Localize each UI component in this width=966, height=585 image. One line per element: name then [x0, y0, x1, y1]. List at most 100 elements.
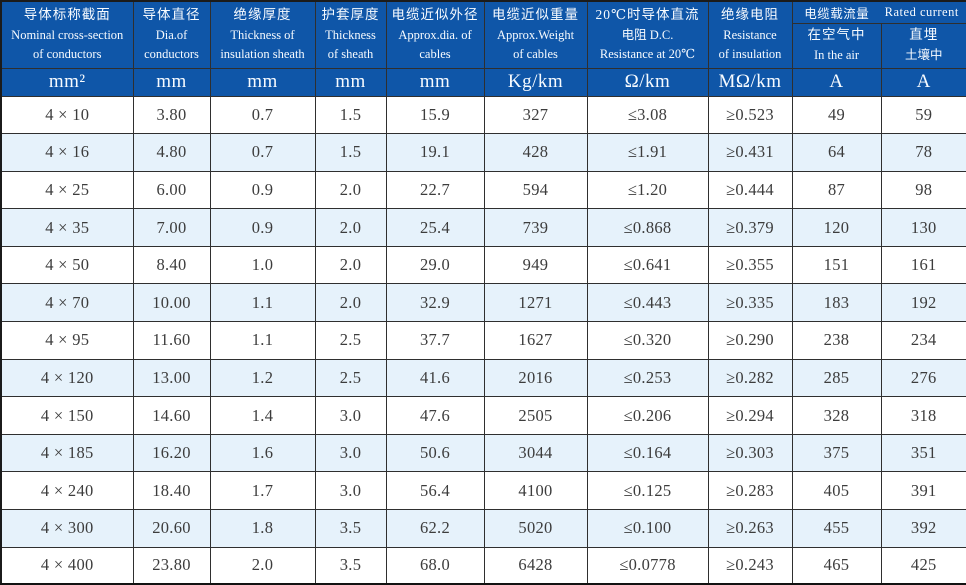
data-cell: 1.5	[314, 95, 387, 135]
data-cell: ≥0.243	[707, 546, 793, 585]
data-cell: 47.6	[385, 396, 485, 435]
data-cell: ≥0.290	[707, 321, 793, 360]
data-cell: 4 × 400	[0, 546, 134, 585]
unit-row: mm² mm mm mm mm Kg/km Ω/km MΩ/km A A	[0, 67, 966, 97]
unit-cell: MΩ/km	[707, 67, 793, 97]
header-line: 导体直径	[142, 6, 201, 22]
data-cell: 4 × 120	[0, 358, 134, 398]
data-cell: 14.60	[132, 396, 211, 435]
header-in-the-air: 在空气中 In the air	[791, 22, 882, 69]
table-row: 4 × 16 4.80 0.7 1.5 19.1 428 ≤1.91 ≥0.431 64 78	[0, 133, 966, 172]
header-line: 电缆近似重量	[492, 6, 579, 22]
data-cell: 4 × 16	[0, 133, 134, 172]
header-line: 绝缘厚度	[233, 6, 292, 22]
header-line: of insulation	[718, 47, 782, 62]
data-cell: 59	[880, 95, 966, 135]
data-cell: 25.4	[385, 208, 485, 247]
header-line: cables	[419, 47, 451, 62]
data-cell: 130	[880, 208, 966, 247]
data-cell: 4 × 50	[0, 245, 134, 285]
data-cell: ≤0.443	[586, 283, 709, 323]
unit-cell: mm	[209, 67, 316, 97]
data-cell: 739	[483, 208, 588, 247]
data-cell: 87	[791, 170, 882, 210]
data-cell: 2.0	[314, 208, 387, 247]
data-cell: ≥0.335	[707, 283, 793, 323]
data-cell: ≥0.303	[707, 433, 793, 473]
data-cell: 455	[791, 509, 882, 548]
data-cell: 4.80	[132, 133, 211, 172]
data-cell: 3.5	[314, 509, 387, 548]
data-cell: 41.6	[385, 358, 485, 398]
data-cell: 6.00	[132, 170, 211, 210]
column-header: 导体直径 Dia.of conductors	[132, 0, 211, 69]
data-cell: 19.1	[385, 133, 485, 172]
data-cell: 3.0	[314, 396, 387, 435]
data-cell: 7.00	[132, 208, 211, 247]
data-cell: 4 × 185	[0, 433, 134, 473]
header-line: In the air	[813, 48, 860, 63]
header-line: Thickness of	[230, 27, 295, 42]
data-cell: 4 × 95	[0, 321, 134, 360]
data-cell: 285	[791, 358, 882, 398]
unit-cell: Kg/km	[483, 67, 588, 97]
rated-current-group-header: 电缆载流量 Rated current	[791, 0, 966, 24]
data-cell: 5020	[483, 509, 588, 548]
header-line: 直埋	[909, 27, 939, 43]
header-line: 在空气中	[807, 27, 866, 43]
data-cell: 98	[880, 170, 966, 210]
data-cell: 161	[880, 245, 966, 285]
data-cell: 318	[880, 396, 966, 435]
table-row: 4 × 35 7.00 0.9 2.0 25.4 739 ≤0.868 ≥0.379 120 13…	[0, 208, 966, 247]
column-header: 电缆近似外径 Approx.dia. of cables	[385, 0, 485, 69]
data-cell: 2.0	[314, 283, 387, 323]
header-line: conductors	[144, 47, 199, 62]
data-cell: 6428	[483, 546, 588, 585]
header-buried-soil: 直埋 土壤中	[880, 22, 966, 69]
table-row: 4 × 400 23.80 2.0 3.5 68.0 6428 ≤0.0778 ≥0.243 4…	[0, 546, 966, 585]
header-line: Approx.dia. of	[398, 27, 472, 42]
data-cell: ≤1.91	[586, 133, 709, 172]
header-line: 20℃时导体直流	[595, 6, 700, 22]
header-line: Dia.of	[155, 27, 188, 42]
data-cell: 375	[791, 433, 882, 473]
data-cell: ≥0.283	[707, 471, 793, 511]
header-row: 导体标称截面 Nominal cross-section of conductors…	[0, 0, 966, 69]
data-cell: 3.0	[314, 433, 387, 473]
unit-cell: A	[880, 67, 966, 97]
data-cell: 20.60	[132, 509, 211, 548]
data-cell: ≥0.355	[707, 245, 793, 285]
unit-cell: mm	[314, 67, 387, 97]
data-cell: 1.1	[209, 321, 316, 360]
data-cell: 15.9	[385, 95, 485, 135]
table-row: 4 × 10 3.80 0.7 1.5 15.9 327 ≤3.08 ≥0.523 49 59	[0, 95, 966, 135]
data-cell: 151	[791, 245, 882, 285]
data-cell: 465	[791, 546, 882, 585]
data-cell: 56.4	[385, 471, 485, 511]
group-label-zh: 电缆载流量	[804, 6, 870, 21]
header-line: 绝缘电阻	[721, 6, 779, 22]
data-cell: 327	[483, 95, 588, 135]
unit-cell: mm	[132, 67, 211, 97]
data-cell: 2016	[483, 358, 588, 398]
data-cell: 64	[791, 133, 882, 172]
data-cell: 192	[880, 283, 966, 323]
data-cell: 2.5	[314, 358, 387, 398]
data-cell: 0.9	[209, 170, 316, 210]
data-cell: 2.5	[314, 321, 387, 360]
header-line: Thickness	[325, 27, 376, 42]
data-cell: 428	[483, 133, 588, 172]
data-cell: 391	[880, 471, 966, 511]
data-cell: ≤0.253	[586, 358, 709, 398]
data-cell: 392	[880, 509, 966, 548]
data-cell: 1627	[483, 321, 588, 360]
table-row: 4 × 300 20.60 1.8 3.5 62.2 5020 ≤0.100 ≥0.263 45…	[0, 509, 966, 548]
data-cell: 1.5	[314, 133, 387, 172]
data-cell: 11.60	[132, 321, 211, 360]
data-cell: ≥0.282	[707, 358, 793, 398]
data-cell: ≤0.206	[586, 396, 709, 435]
data-cell: 4 × 25	[0, 170, 134, 210]
header-subrow: 在空气中 In the air 直埋 土壤中	[1, 22, 966, 69]
header-line: 护套厚度	[321, 6, 380, 22]
